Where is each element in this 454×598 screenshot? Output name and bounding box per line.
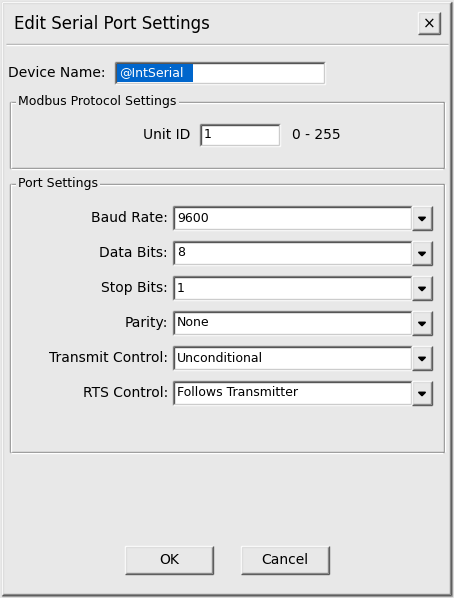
Bar: [125, 546, 213, 574]
Bar: [173, 381, 412, 405]
Text: Parity:: Parity:: [125, 316, 168, 330]
Text: Stop Bits:: Stop Bits:: [101, 281, 168, 295]
Bar: [173, 276, 412, 300]
Polygon shape: [419, 252, 425, 256]
Text: Unit ID: Unit ID: [143, 128, 190, 142]
Text: 1: 1: [177, 282, 185, 294]
Text: Baud Rate:: Baud Rate:: [91, 211, 168, 225]
Text: 1: 1: [204, 129, 212, 142]
Text: RTS Control:: RTS Control:: [83, 386, 168, 400]
Bar: [173, 241, 412, 265]
Bar: [412, 311, 432, 335]
Bar: [117, 64, 193, 82]
Text: 8: 8: [177, 246, 185, 260]
Text: Port Settings: Port Settings: [18, 178, 98, 191]
Bar: [412, 241, 432, 265]
Polygon shape: [419, 357, 425, 361]
Text: 0 - 255: 0 - 255: [292, 128, 340, 142]
Bar: [173, 206, 412, 230]
Text: Cancel: Cancel: [262, 553, 309, 567]
Text: Device Name:: Device Name:: [8, 66, 105, 80]
Text: ×: ×: [423, 17, 435, 32]
Text: Modbus Protocol Settings: Modbus Protocol Settings: [18, 96, 176, 108]
Polygon shape: [419, 392, 425, 396]
Bar: [412, 346, 432, 370]
Text: Transmit Control:: Transmit Control:: [49, 351, 168, 365]
Text: @IntSerial: @IntSerial: [119, 66, 183, 80]
Text: Data Bits:: Data Bits:: [99, 246, 168, 260]
Text: Edit Serial Port Settings: Edit Serial Port Settings: [14, 15, 210, 33]
Bar: [412, 276, 432, 300]
Text: Unconditional: Unconditional: [177, 352, 263, 365]
Text: Follows Transmitter: Follows Transmitter: [177, 386, 298, 399]
Text: None: None: [177, 316, 210, 329]
Text: 9600: 9600: [177, 212, 209, 224]
Text: OK: OK: [159, 553, 179, 567]
Bar: [418, 12, 440, 34]
Polygon shape: [419, 287, 425, 291]
Bar: [173, 346, 412, 370]
Bar: [173, 311, 412, 335]
Bar: [412, 206, 432, 230]
Polygon shape: [419, 217, 425, 221]
Bar: [115, 62, 325, 84]
Bar: [200, 124, 280, 146]
Bar: [241, 546, 329, 574]
Polygon shape: [419, 322, 425, 326]
Bar: [412, 381, 432, 405]
